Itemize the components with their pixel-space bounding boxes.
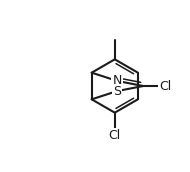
Text: Cl: Cl [159, 79, 172, 93]
Text: Cl: Cl [109, 128, 121, 142]
Text: N: N [112, 74, 122, 87]
Text: S: S [113, 85, 121, 98]
